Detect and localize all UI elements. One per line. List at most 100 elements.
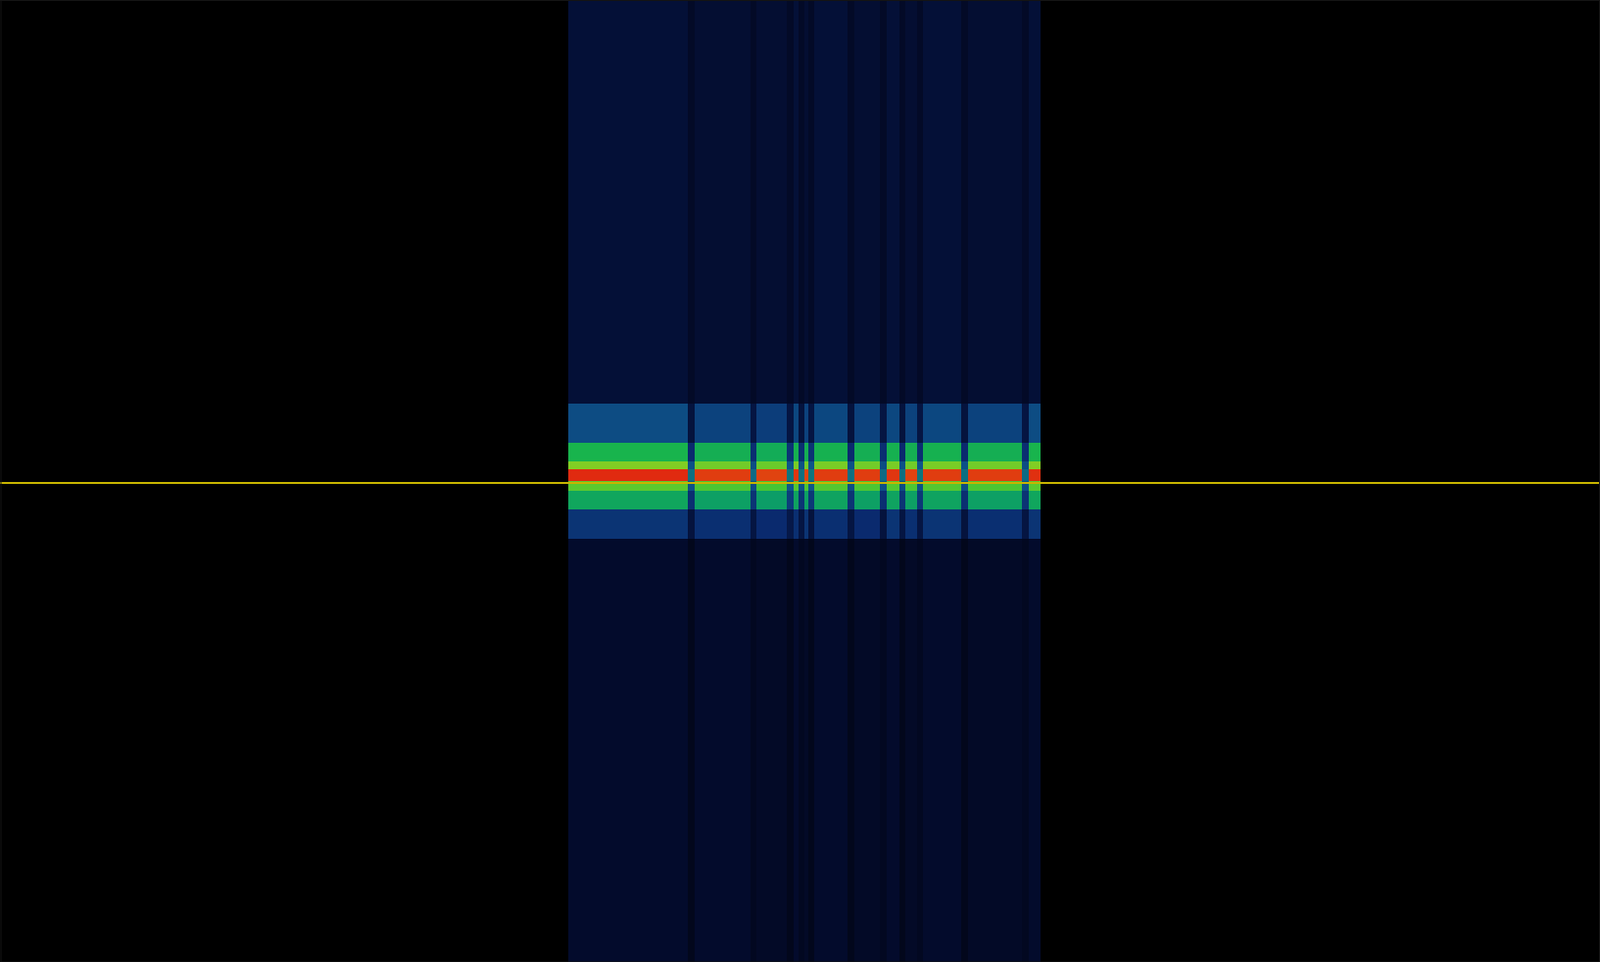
heatmap-cell [922,538,962,962]
heatmap-cell [905,403,917,442]
heatmap-cell [814,461,848,470]
heatmap-cell [961,403,969,442]
heatmap-cell [968,0,1023,404]
heatmap-cell [687,0,695,404]
heatmap-cell [886,538,900,962]
chart [0,0,1600,962]
heatmap-cell [750,442,758,463]
heatmap-cell [804,0,808,404]
heatmap-cell [968,509,1023,538]
heatmap-cell [1021,0,1029,404]
heatmap-cell [568,509,688,538]
heatmap-cell [1028,490,1041,511]
heatmap-cell [694,509,751,538]
heatmap-cell [568,442,688,463]
heatmap-cell [879,403,887,442]
heatmap-cell [905,509,917,538]
heatmap-cell [899,469,907,482]
heatmap-cell [847,442,855,463]
heatmap-cell [886,0,900,404]
heatmap-cell [798,538,806,962]
heatmap-cell [808,403,816,442]
heatmap-cell [847,538,855,962]
heatmap-cell [879,0,887,404]
heatmap-cell [886,490,900,511]
heatmap-cell [786,469,794,482]
heatmap-cell [568,461,688,470]
heatmap-cell [687,469,695,482]
heatmap-cell [847,461,855,470]
heatmap-cell [899,403,907,442]
heatmap-cell [1021,538,1029,962]
heatmap-cell [756,538,787,962]
heatmap-cell [750,469,758,482]
heatmap-cell [1021,469,1029,482]
heatmap-cell [793,469,799,482]
heatmap-cell [756,461,787,470]
heatmap-cell [687,538,695,962]
heatmap-cell [847,469,855,482]
heatmap-cell [922,403,962,442]
heatmap-cell [905,538,917,962]
heatmap-cell [1021,509,1029,538]
heatmap-cell [814,442,848,463]
heatmap-cell [804,509,808,538]
heatmap-cell [756,442,787,463]
heatmap-cell [814,403,848,442]
heatmap-cell [568,538,688,962]
heatmap-cell [798,403,806,442]
heatmap-cell [854,461,880,470]
heatmap-cell [917,403,924,442]
heatmap-cell [1028,403,1041,442]
heatmap-cell [694,538,751,962]
heatmap-cell [786,490,794,511]
heatmap-cell [854,0,880,404]
heatmap-cell [793,403,799,442]
heatmap-cell [808,461,816,470]
heatmap-cell [917,538,924,962]
heatmap-cell [899,509,907,538]
heatmap-cell [804,469,808,482]
heatmap-cell [968,469,1023,482]
heatmap-cell [968,538,1023,962]
heatmap-cell [786,0,794,404]
heatmap-cell [694,490,751,511]
heatmap-cell [847,403,855,442]
heatmap-cell [961,0,969,404]
heatmap-cell [793,442,799,463]
heatmap-cell [968,403,1023,442]
heatmap-cell [798,490,806,511]
heatmap-cell [798,509,806,538]
heatmap-cell [922,0,962,404]
heatmap-cell [854,403,880,442]
heatmap-cell [568,0,688,404]
heatmap-cell [687,403,695,442]
heatmap-cell [750,509,758,538]
heatmap-cell [687,442,695,463]
heatmap-cell [854,469,880,482]
heatmap-cell [961,442,969,463]
heatmap-cell [917,469,924,482]
heatmap-cell [750,403,758,442]
heatmap-cell [694,469,751,482]
heatmap-cell [814,538,848,962]
heatmap-cell [793,0,799,404]
y-axis [0,0,2,962]
heatmap-cell [808,509,816,538]
heatmap-cell [917,509,924,538]
heatmap-cell [814,469,848,482]
heatmap-cell [899,538,907,962]
background [0,0,1600,962]
heatmap-cell [917,490,924,511]
heatmap-cell [905,490,917,511]
heatmap-cell [804,461,808,470]
heatmap-cell [879,461,887,470]
heatmap-cell [798,0,806,404]
heatmap-cell [961,461,969,470]
heatmap-cell [793,538,799,962]
heatmap-cell [854,509,880,538]
frame [0,0,1600,1]
heatmap-cell [750,461,758,470]
heatmap-cell [1028,442,1041,463]
heatmap-cell [756,403,787,442]
